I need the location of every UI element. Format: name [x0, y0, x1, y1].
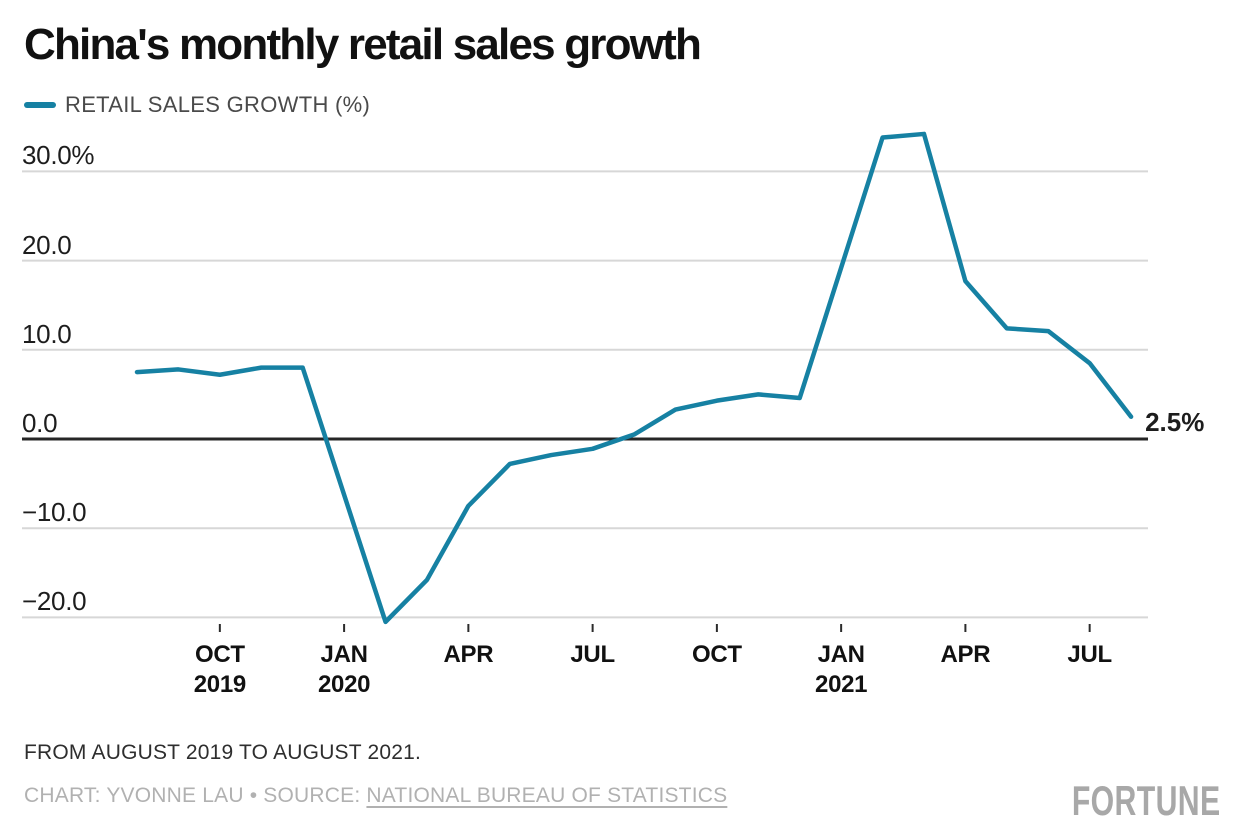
- x-axis-month-label: JAN: [320, 641, 368, 668]
- x-axis-month-label: APR: [940, 641, 991, 668]
- y-axis-label: 0.0: [22, 408, 58, 438]
- legend: RETAIL SALES GROWTH (%): [24, 92, 370, 118]
- source-link[interactable]: NATIONAL BUREAU OF STATISTICS: [366, 784, 728, 807]
- y-axis-label: 30.0%: [22, 140, 95, 171]
- x-axis-year-label: 2019: [193, 671, 247, 698]
- fortune-logo: FORTUNE: [1071, 777, 1220, 824]
- x-axis-month-label: JUL: [1067, 641, 1112, 668]
- credit-prefix: CHART: YVONNE LAU • SOURCE:: [24, 784, 367, 807]
- x-axis-month-label: JAN: [817, 641, 865, 668]
- legend-label: RETAIL SALES GROWTH (%): [65, 92, 371, 117]
- legend-line-swatch-icon: [24, 102, 56, 108]
- credit-line: CHART: YVONNE LAU • SOURCE: NATIONAL BUR…: [24, 784, 727, 808]
- y-axis-label: −10.0: [22, 497, 87, 528]
- x-axis-month-label: APR: [443, 641, 494, 668]
- retail-sales-growth-line: [134, 131, 1134, 625]
- x-axis-month-label: OCT: [194, 641, 245, 668]
- x-axis-year-label: 2021: [815, 671, 868, 698]
- x-axis-year-label: 2020: [317, 671, 371, 698]
- y-axis-label: 20.0: [22, 229, 72, 260]
- x-axis-month-label: OCT: [691, 641, 742, 668]
- x-axis-month-label: JUL: [570, 641, 615, 668]
- last-value-label: 2.5%: [1145, 406, 1205, 437]
- y-axis-label: −20.0: [22, 586, 87, 617]
- y-axis-label: 10.0: [22, 318, 72, 349]
- footnote: FROM AUGUST 2019 TO AUGUST 2021.: [24, 741, 422, 764]
- chart-title: China's monthly retail sales growth: [24, 20, 702, 69]
